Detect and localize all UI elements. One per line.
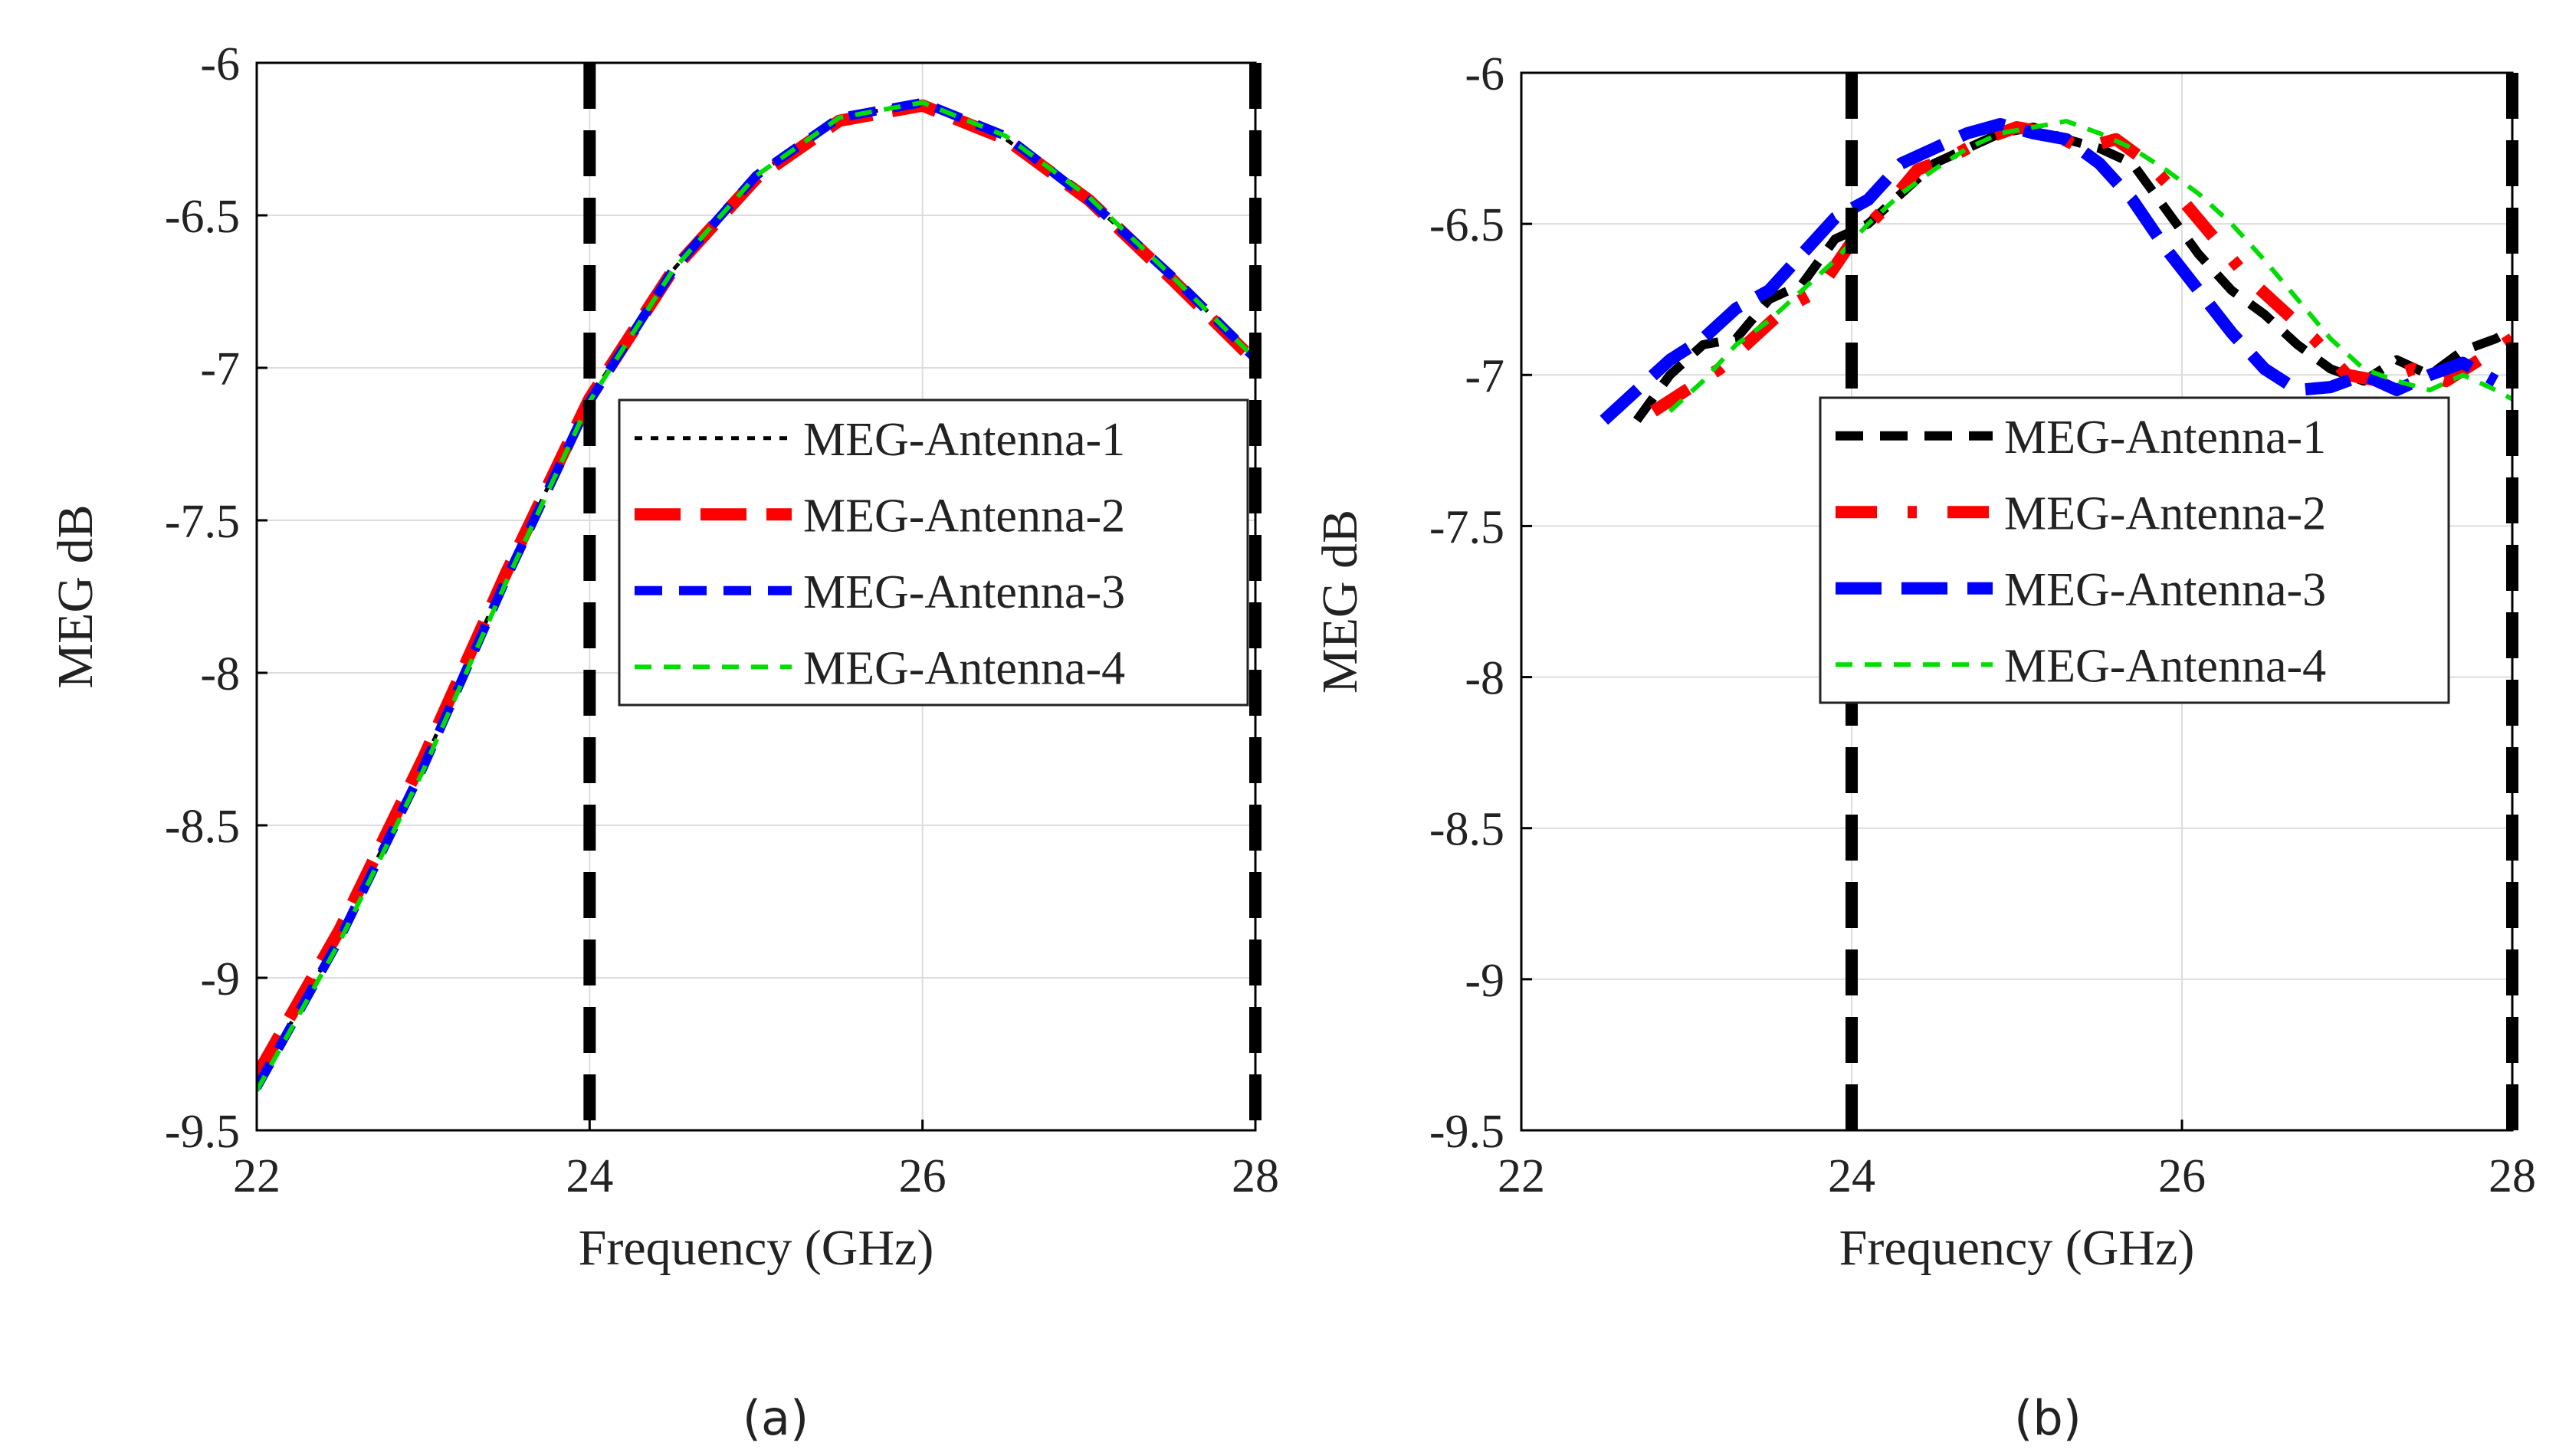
y-tick-label: -9.5 (1429, 1106, 1504, 1158)
y-tick-label: -6 (1465, 48, 1504, 100)
x-tick-label: 22 (233, 1150, 281, 1202)
x-axis-title: Frequency (GHz) (1839, 1220, 2195, 1276)
panel-b: 22 24 26 28 -6 -6.5 -7 -7.5 -8 -8.5 -9 -9.5 Frequenc… (1312, 48, 2536, 1446)
y-tick-label: -6 (200, 38, 240, 90)
panel-a: 22 24 26 28 -6 -6.5 -7 -7.5 -8 -8.5 -9 -9.5 Frequenc… (48, 38, 1279, 1446)
legend-label: MEG-Antenna-4 (803, 642, 1125, 694)
y-tick-label: -7 (1465, 350, 1504, 402)
y-tick-label: -9 (1465, 955, 1504, 1007)
legend: MEG-Antenna-1 MEG-Antenna-2 MEG-Antenna-3 M… (618, 398, 1249, 707)
x-tick-label: 26 (2158, 1150, 2206, 1202)
x-tick-label: 24 (566, 1150, 613, 1202)
panel-label: (b) (2014, 1390, 2082, 1446)
axes-box (255, 61, 1257, 1132)
y-tick-label: -7.5 (165, 496, 240, 548)
y-axis-title: MEG dB (1312, 510, 1368, 694)
panel-label: (a) (743, 1390, 809, 1446)
y-tick-label: -7.5 (1429, 501, 1504, 553)
y-tick-label: -8.5 (1429, 804, 1504, 856)
legend-label: MEG-Antenna-1 (803, 414, 1125, 466)
y-tick-label: -8 (200, 648, 240, 700)
y-tick-label: -6.5 (165, 191, 240, 243)
series-line-3 (1599, 118, 2499, 425)
legend-box (618, 398, 1249, 707)
legend-label: MEG-Antenna-3 (803, 566, 1125, 618)
x-tick-label: 22 (1498, 1150, 1545, 1202)
x-tick-label: 26 (899, 1150, 947, 1202)
legend-label: MEG-Antenna-1 (2004, 412, 2326, 464)
y-tick-label: -6.5 (1429, 199, 1504, 251)
series-line-4 (1668, 119, 2512, 413)
x-axis-title: Frequency (GHz) (579, 1220, 934, 1276)
axes-box (1520, 71, 2514, 1132)
y-tick-label: -8 (1465, 653, 1504, 705)
x-tick-label: 28 (1232, 1150, 1279, 1202)
legend-box (1819, 396, 2450, 704)
legend-label: MEG-Antenna-2 (803, 490, 1125, 542)
y-tick-label: -7 (200, 343, 240, 395)
series-line-4 (257, 100, 1255, 1092)
x-tick-label: 28 (2489, 1150, 2536, 1202)
legend-label: MEG-Antenna-4 (2004, 640, 2326, 692)
series-group (257, 97, 1255, 1092)
x-tick-label: 24 (1828, 1150, 1875, 1202)
legend: MEG-Antenna-1 MEG-Antenna-2 MEG-Antenna-3 M… (1819, 396, 2450, 704)
legend-label: MEG-Antenna-2 (2004, 487, 2326, 539)
legend-label: MEG-Antenna-3 (2004, 564, 2326, 616)
y-tick-label: -9.5 (165, 1106, 240, 1158)
y-axis-title: MEG dB (48, 504, 103, 688)
y-tick-label: -9 (200, 953, 240, 1005)
series-line-1 (1632, 123, 2512, 423)
series-group (1599, 118, 2512, 425)
y-tick-label: -8.5 (165, 801, 240, 853)
